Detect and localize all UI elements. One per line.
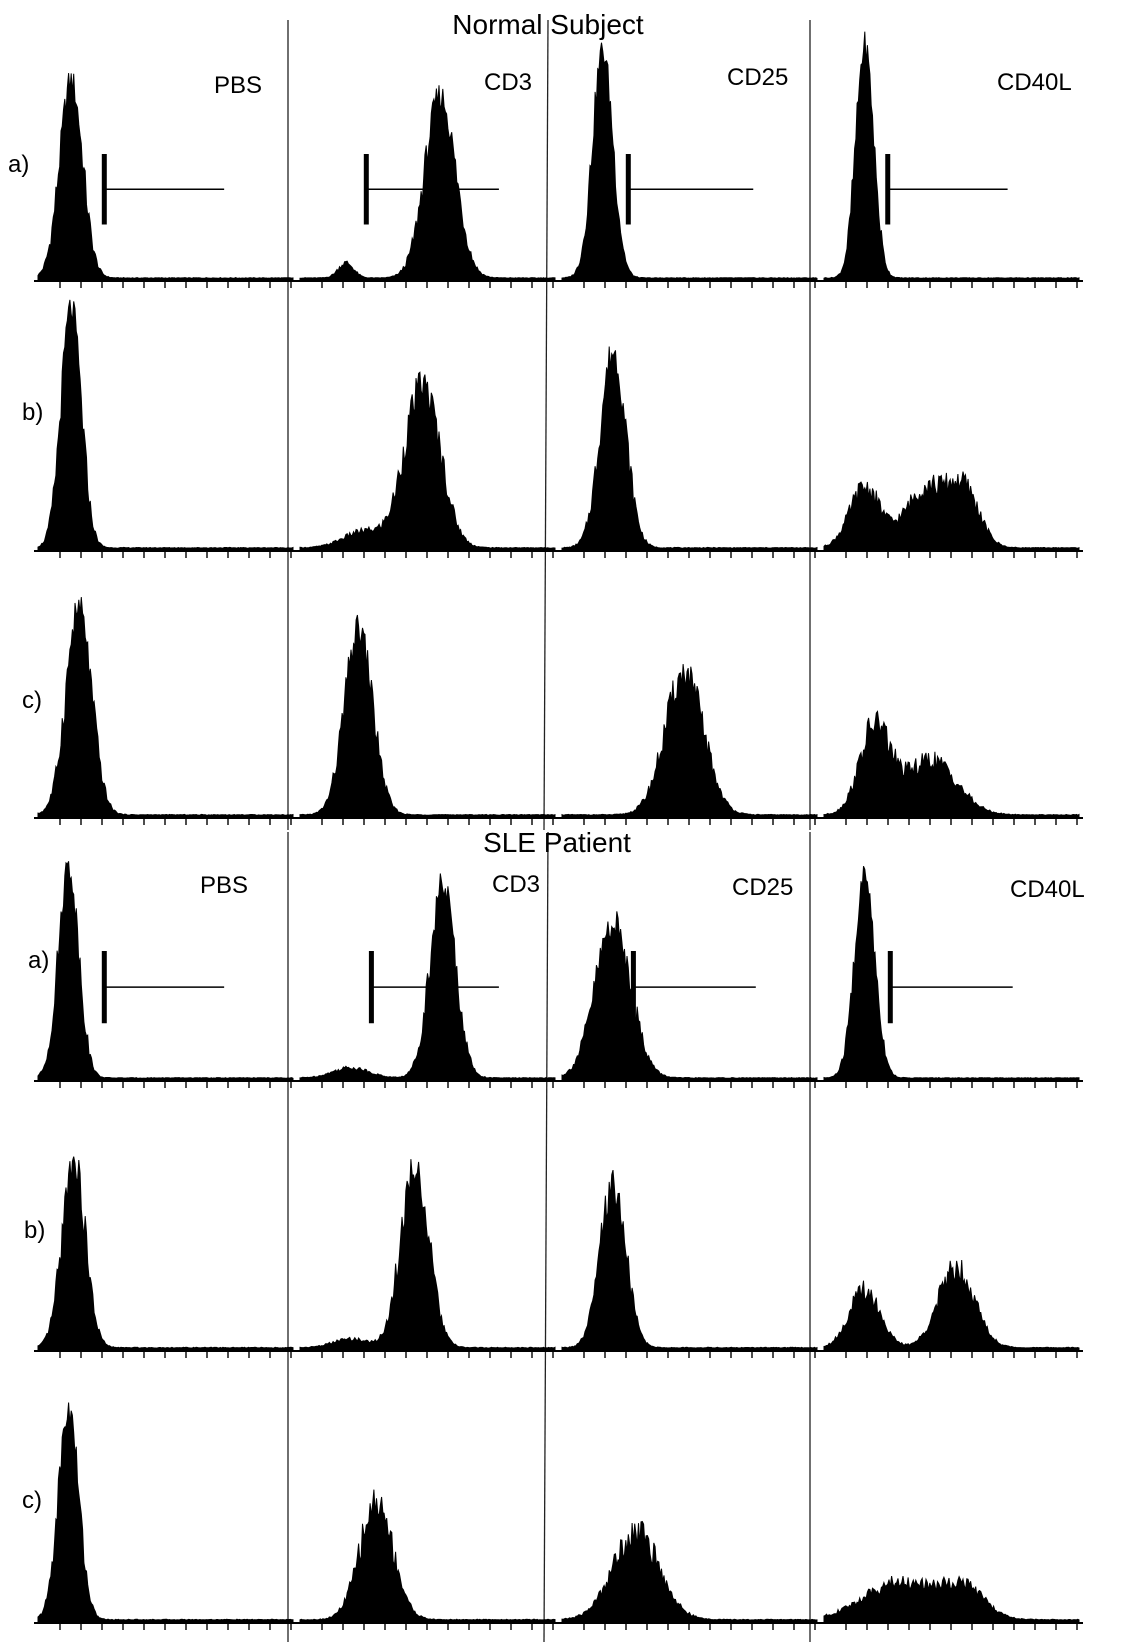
histogram-panel-pbs — [34, 299, 297, 558]
row-label-b: b) — [24, 1217, 45, 1244]
histogram-panel-cd25 — [558, 664, 821, 825]
histogram-panel-cd3 — [296, 1489, 559, 1630]
histogram-panel-pbs — [34, 1156, 297, 1358]
histogram-panel-cd40l — [820, 1259, 1083, 1358]
row-label-b: b) — [22, 399, 43, 426]
histogram-panel-cd40l — [820, 31, 1083, 288]
histogram-area — [299, 873, 556, 1081]
histogram-area — [37, 299, 294, 551]
histogram-area — [37, 597, 294, 818]
figure-labels: Normal Subject SLE Patient PBS CD3 CD25 … — [8, 9, 1085, 1514]
row-label-a: a) — [8, 151, 29, 178]
histogram-panel-cd40l — [820, 710, 1083, 825]
histogram-area — [37, 1156, 294, 1351]
histogram-area — [561, 664, 818, 818]
histogram-panel-cd3 — [296, 1159, 559, 1358]
histogram-area — [561, 1520, 818, 1623]
column-divider — [543, 19, 549, 831]
histogram-area — [823, 1575, 1080, 1623]
histogram-area — [299, 1159, 556, 1351]
histogram-panel-cd40l — [820, 471, 1083, 558]
histogram-panel-cd3 — [296, 85, 559, 288]
histogram-area — [823, 471, 1080, 551]
histogram-panel-cd40l — [820, 866, 1083, 1088]
histogram-panel-cd25 — [558, 1169, 821, 1358]
histogram-panel-cd3 — [296, 614, 559, 825]
histogram-area — [299, 614, 556, 818]
histogram-area — [299, 371, 556, 551]
histogram-area — [561, 346, 818, 551]
column-label-pbs: PBS — [214, 72, 262, 99]
histogram-panel-cd25 — [558, 42, 821, 288]
column-label-cd25: CD25 — [732, 874, 793, 901]
histogram-panel-cd25 — [558, 1520, 821, 1630]
histogram-area — [823, 866, 1080, 1081]
histogram-area — [823, 710, 1080, 818]
histogram-area — [561, 42, 818, 281]
histogram-panel-pbs — [34, 597, 297, 825]
histogram-area — [561, 1169, 818, 1351]
histogram-panel-cd40l — [820, 1575, 1083, 1630]
column-label-cd25: CD25 — [727, 64, 788, 91]
histogram-area — [561, 911, 818, 1081]
histogram-panels — [34, 19, 1083, 1642]
column-label-cd3: CD3 — [484, 69, 532, 96]
histogram-panel-pbs — [34, 73, 297, 288]
histogram-panel-cd3 — [296, 873, 559, 1088]
histogram-panel-cd3 — [296, 371, 559, 558]
histogram-area — [299, 1489, 556, 1623]
histogram-panel-pbs — [34, 1402, 297, 1630]
column-label-cd40l: CD40L — [1010, 876, 1085, 903]
histogram-panel-cd25 — [558, 911, 821, 1088]
histogram-area — [37, 73, 294, 281]
row-label-c: c) — [22, 687, 42, 714]
histogram-area — [37, 861, 294, 1081]
section-title-sle: SLE Patient — [483, 827, 631, 858]
histogram-area — [37, 1402, 294, 1623]
histogram-area — [823, 31, 1080, 281]
histogram-area — [299, 85, 556, 281]
column-label-cd40l: CD40L — [997, 69, 1072, 96]
histogram-panel-cd25 — [558, 346, 821, 558]
row-label-a: a) — [28, 947, 49, 974]
histogram-area — [823, 1259, 1080, 1351]
column-label-pbs: PBS — [200, 872, 248, 899]
column-divider — [543, 831, 549, 1642]
row-label-c: c) — [22, 1487, 42, 1514]
histogram-panel-pbs — [34, 861, 297, 1088]
section-title-normal: Normal Subject — [452, 9, 644, 40]
column-label-cd3: CD3 — [492, 871, 540, 898]
